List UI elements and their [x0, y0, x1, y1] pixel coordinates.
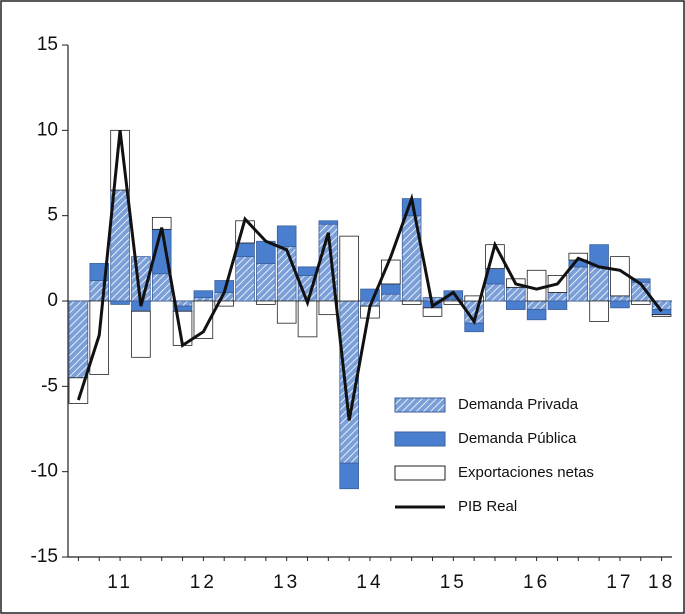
- y-tick-label: 10: [37, 119, 58, 140]
- bar: [568, 266, 589, 302]
- bar: [193, 297, 214, 302]
- bar: [235, 256, 255, 302]
- legend-swatch: [394, 397, 446, 413]
- bar: [339, 462, 359, 490]
- x-tick-label: 11: [107, 572, 133, 593]
- x-tick-label: 17: [606, 572, 633, 593]
- bar: [193, 290, 214, 298]
- bar: [256, 263, 276, 302]
- x-tick-label: 16: [523, 572, 550, 593]
- bar: [589, 300, 609, 322]
- y-tick-label: -10: [31, 461, 58, 482]
- bar: [464, 295, 484, 302]
- bar: [610, 295, 630, 302]
- bar: [276, 245, 297, 302]
- y-tick-label: 15: [37, 34, 58, 55]
- y-tick-label: 0: [47, 290, 58, 311]
- bar: [506, 286, 526, 302]
- bar: [193, 300, 214, 339]
- bar: [547, 292, 568, 302]
- bar: [526, 309, 547, 321]
- y-tick-label: -5: [41, 375, 58, 396]
- x-tick-label: 18: [648, 572, 675, 593]
- bar: [381, 283, 401, 295]
- bar: [381, 293, 401, 302]
- bar: [214, 300, 234, 307]
- bar: [589, 266, 609, 302]
- bar: [464, 322, 484, 333]
- bar: [526, 269, 547, 302]
- bar: [422, 307, 443, 317]
- x-tick-label: 14: [356, 572, 383, 593]
- bar: [526, 300, 547, 310]
- bar: [276, 300, 297, 324]
- y-tick-label: 5: [47, 205, 58, 226]
- legend-label: Demanda Pública: [458, 430, 577, 447]
- bar: [256, 300, 276, 305]
- bar: [68, 300, 89, 379]
- legend-swatch: [394, 431, 446, 447]
- bar: [547, 300, 568, 310]
- bar: [485, 283, 505, 302]
- y-tick-label: -15: [31, 546, 58, 567]
- x-tick-label: 12: [190, 572, 217, 593]
- bar: [401, 300, 422, 305]
- bar: [276, 225, 297, 247]
- bar: [610, 300, 630, 309]
- x-tick-label: 13: [273, 572, 300, 593]
- bar: [131, 310, 151, 358]
- bar: [151, 273, 172, 302]
- bar: [360, 288, 380, 302]
- legend-label: Demanda Privada: [458, 396, 579, 413]
- bar: [318, 220, 339, 225]
- bar: [297, 266, 318, 276]
- bar: [506, 300, 526, 310]
- legend-label: Exportaciones netas: [458, 464, 594, 481]
- bar: [651, 314, 672, 317]
- bar: [339, 235, 359, 302]
- line: [76, 130, 663, 421]
- bar: [110, 300, 130, 305]
- legend-label: PIB Real: [458, 498, 517, 515]
- bar: [443, 300, 464, 305]
- legend-swatch: [394, 465, 446, 481]
- x-tick-label: 15: [440, 572, 467, 593]
- bar: [630, 300, 651, 305]
